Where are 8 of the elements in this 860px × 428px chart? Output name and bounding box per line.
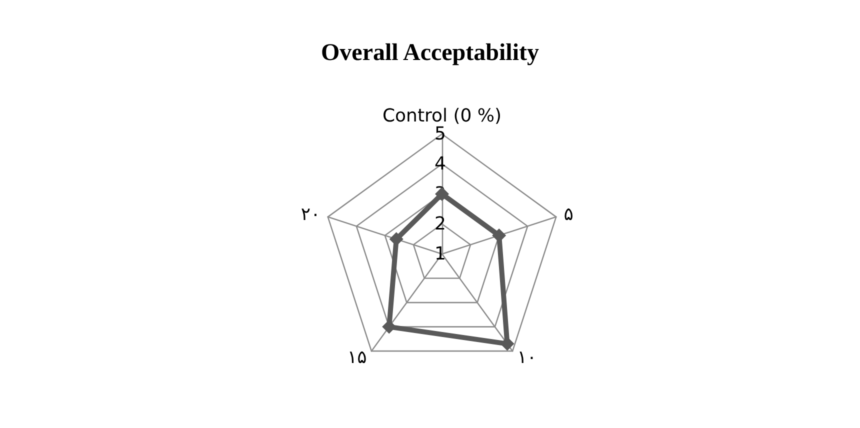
spoke-label: ۵ bbox=[564, 204, 574, 225]
spoke-label: ۱۰ bbox=[517, 347, 537, 368]
y-tick-label: 2 bbox=[434, 214, 446, 234]
y-tick-label: 4 bbox=[434, 154, 446, 174]
chart-title: Overall Acceptability bbox=[321, 40, 539, 66]
y-tick-label: 1 bbox=[434, 244, 446, 264]
spoke-label: ۲۰ bbox=[300, 204, 320, 225]
spoke-label: ۱۵ bbox=[347, 347, 367, 368]
